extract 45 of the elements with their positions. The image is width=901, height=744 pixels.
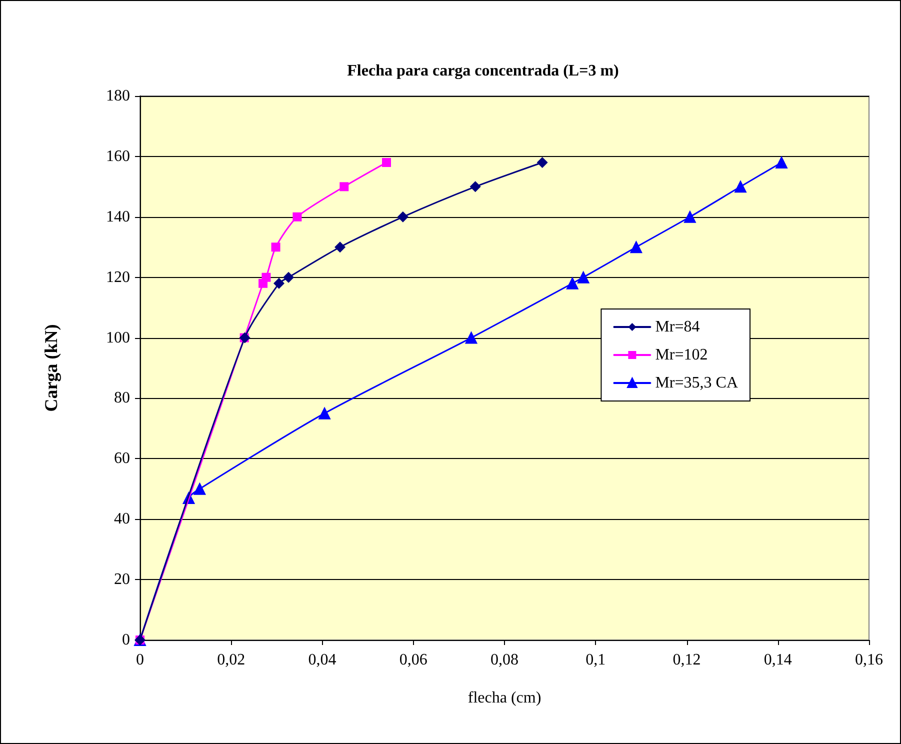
point	[292, 212, 302, 222]
legend-label: Mr=102	[655, 346, 708, 364]
point	[470, 181, 481, 192]
y-tick-label: 60	[114, 450, 130, 468]
y-tick-label: 160	[106, 148, 130, 165]
y-tick-label: 180	[106, 88, 130, 104]
y-tick-label: 120	[106, 268, 130, 286]
x-tick-label: 0,04	[308, 652, 336, 668]
point	[273, 278, 284, 289]
point	[577, 271, 590, 284]
y-tick-label: 140	[106, 208, 130, 226]
point	[397, 211, 408, 222]
point	[334, 242, 346, 253]
x-tick-label: 0,08	[490, 652, 518, 668]
y-tick-label: 100	[106, 329, 130, 346]
point	[536, 156, 548, 168]
y-tick-label: 20	[114, 571, 130, 588]
x-tick-label: 0,16	[855, 652, 883, 668]
point	[318, 407, 331, 420]
x-tick-label: 0,02	[217, 652, 246, 668]
y-tick-label: 40	[114, 510, 130, 528]
point	[465, 332, 478, 344]
point	[271, 242, 280, 252]
point	[262, 272, 271, 282]
point	[194, 482, 206, 495]
chart-title: Flecha para carga concentrada (L=3 m)	[347, 62, 619, 80]
legend-label: Mr=35,3 CA	[655, 374, 738, 392]
y-axis-title: Carga (kN)	[41, 324, 61, 412]
point	[734, 180, 747, 193]
x-tick-label: 0,1	[586, 652, 606, 668]
point	[340, 182, 349, 192]
x-tick-label: 0,14	[764, 652, 792, 668]
point	[776, 156, 788, 168]
point	[283, 272, 294, 283]
point	[684, 210, 696, 223]
legend-label: Mr=84	[655, 318, 700, 336]
point	[566, 277, 578, 290]
x-tick-label: 0,12	[672, 652, 701, 668]
point	[382, 158, 391, 167]
x-tick-label: 0	[136, 652, 144, 668]
x-axis-title: flecha (cm)	[468, 690, 542, 706]
point	[630, 241, 642, 254]
x-tick-label: 0,06	[399, 652, 428, 668]
y-tick-label: 0	[122, 632, 130, 648]
y-tick-label: 80	[114, 390, 130, 407]
